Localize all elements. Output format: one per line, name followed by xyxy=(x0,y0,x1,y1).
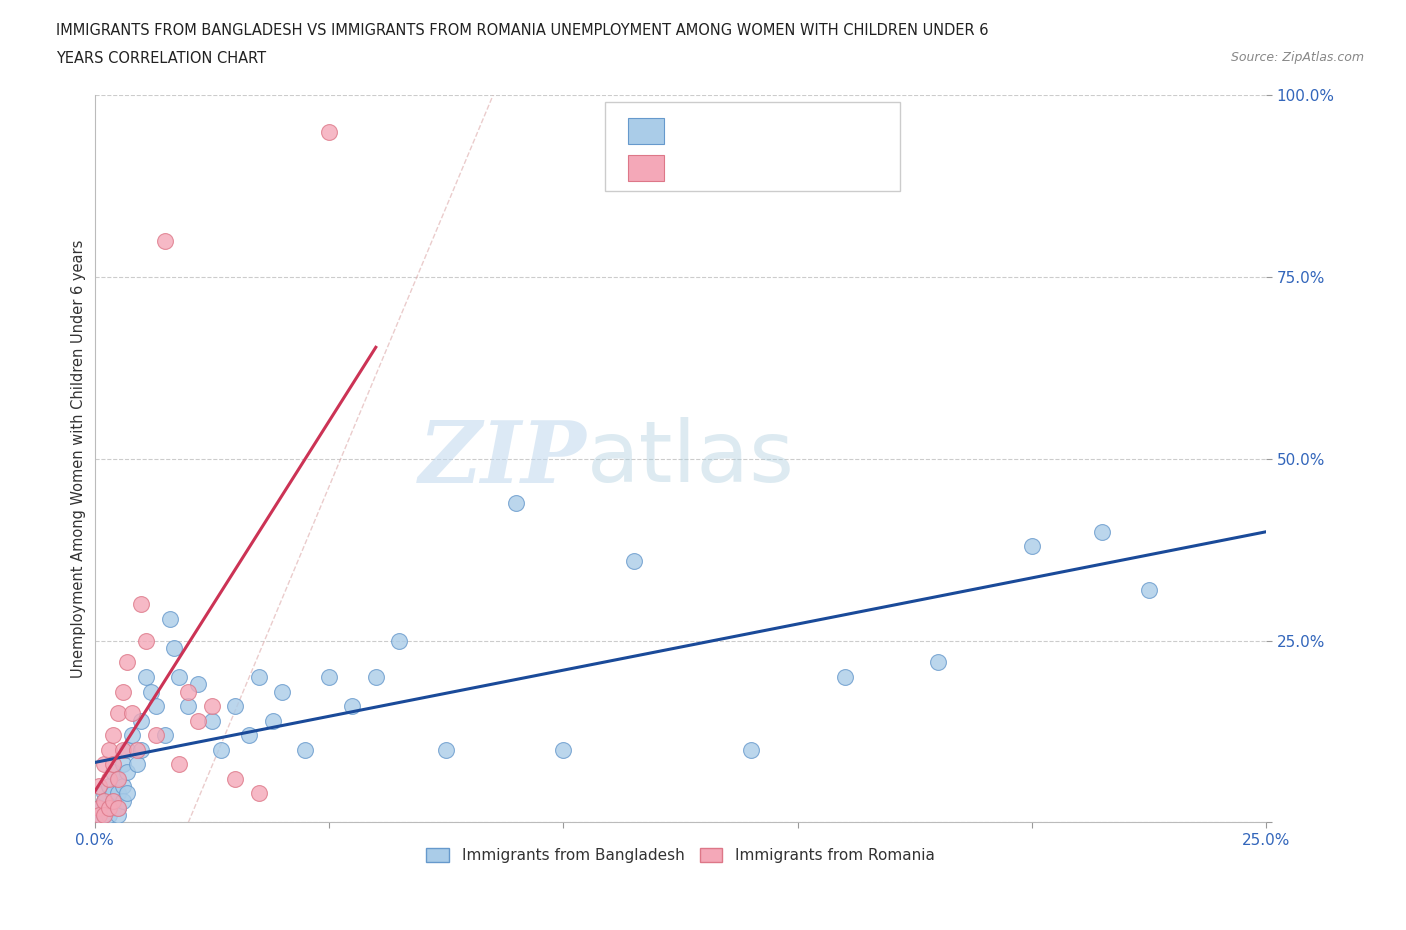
Point xyxy=(388,633,411,648)
Point xyxy=(97,801,120,816)
Point xyxy=(103,757,125,772)
Point xyxy=(145,698,167,713)
Point xyxy=(89,808,111,823)
Point xyxy=(159,611,181,626)
Point xyxy=(187,677,209,692)
Point xyxy=(135,670,157,684)
Point xyxy=(1091,525,1114,539)
Point xyxy=(135,633,157,648)
Point xyxy=(505,495,527,510)
Point xyxy=(97,742,120,757)
Point xyxy=(97,778,120,793)
Point xyxy=(224,698,246,713)
Point xyxy=(97,808,120,823)
Point xyxy=(111,793,134,808)
Text: IMMIGRANTS FROM BANGLADESH VS IMMIGRANTS FROM ROMANIA UNEMPLOYMENT AMONG WOMEN W: IMMIGRANTS FROM BANGLADESH VS IMMIGRANTS… xyxy=(56,23,988,38)
Point xyxy=(131,742,153,757)
Point xyxy=(294,742,316,757)
Point xyxy=(111,757,134,772)
Point xyxy=(103,764,125,779)
Point xyxy=(262,713,284,728)
Point xyxy=(125,742,148,757)
Point xyxy=(89,808,111,823)
Point xyxy=(117,655,139,670)
Point xyxy=(927,655,949,670)
Point xyxy=(97,771,120,786)
Point xyxy=(131,597,153,612)
Point xyxy=(167,757,190,772)
Point xyxy=(103,793,125,808)
Point xyxy=(224,771,246,786)
Point xyxy=(131,713,153,728)
Point xyxy=(107,801,129,816)
Point xyxy=(125,757,148,772)
Point xyxy=(107,706,129,721)
Point xyxy=(1137,582,1160,597)
Text: R = 0.467   N = 57: R = 0.467 N = 57 xyxy=(681,123,838,140)
Point xyxy=(623,553,645,568)
Point xyxy=(342,698,364,713)
Point xyxy=(93,793,115,808)
Point xyxy=(187,713,209,728)
Point xyxy=(107,771,129,786)
Point xyxy=(1021,538,1043,553)
Point xyxy=(117,786,139,801)
Point xyxy=(89,801,111,816)
Point xyxy=(93,757,115,772)
Point xyxy=(111,742,134,757)
Point xyxy=(107,808,129,823)
Legend: Immigrants from Bangladesh, Immigrants from Romania: Immigrants from Bangladesh, Immigrants f… xyxy=(420,842,941,870)
Point xyxy=(247,670,270,684)
Point xyxy=(103,728,125,743)
Point xyxy=(238,728,260,743)
Text: ZIP: ZIP xyxy=(419,418,586,500)
Point xyxy=(117,742,139,757)
Point xyxy=(93,808,115,823)
Point xyxy=(177,698,200,713)
Point xyxy=(318,125,340,140)
Point xyxy=(153,728,176,743)
Point xyxy=(153,233,176,248)
Point xyxy=(139,684,162,699)
Point xyxy=(97,801,120,816)
Point xyxy=(434,742,457,757)
Point xyxy=(145,728,167,743)
Point xyxy=(107,771,129,786)
Point xyxy=(121,728,143,743)
Point xyxy=(121,706,143,721)
Point xyxy=(247,786,270,801)
Point xyxy=(103,786,125,801)
Point xyxy=(93,808,115,823)
Point xyxy=(201,698,224,713)
Text: YEARS CORRELATION CHART: YEARS CORRELATION CHART xyxy=(56,51,266,66)
Point xyxy=(103,801,125,816)
Text: atlas: atlas xyxy=(586,418,794,500)
Point xyxy=(107,801,129,816)
Point xyxy=(89,778,111,793)
Point xyxy=(167,670,190,684)
Point xyxy=(318,670,340,684)
Point xyxy=(93,786,115,801)
Point xyxy=(89,801,111,816)
Point xyxy=(111,684,134,699)
Point xyxy=(553,742,575,757)
Point xyxy=(364,670,387,684)
Point xyxy=(201,713,224,728)
Point xyxy=(740,742,762,757)
Text: Source: ZipAtlas.com: Source: ZipAtlas.com xyxy=(1230,51,1364,64)
Point xyxy=(93,793,115,808)
Y-axis label: Unemployment Among Women with Children Under 6 years: Unemployment Among Women with Children U… xyxy=(72,240,86,678)
Point xyxy=(271,684,294,699)
Point xyxy=(834,670,856,684)
Point xyxy=(209,742,232,757)
Point xyxy=(163,641,186,656)
Point xyxy=(107,786,129,801)
Text: R = 0.609   N = 31: R = 0.609 N = 31 xyxy=(681,160,838,178)
Point xyxy=(177,684,200,699)
Point xyxy=(117,764,139,779)
Point xyxy=(103,793,125,808)
Point xyxy=(111,778,134,793)
